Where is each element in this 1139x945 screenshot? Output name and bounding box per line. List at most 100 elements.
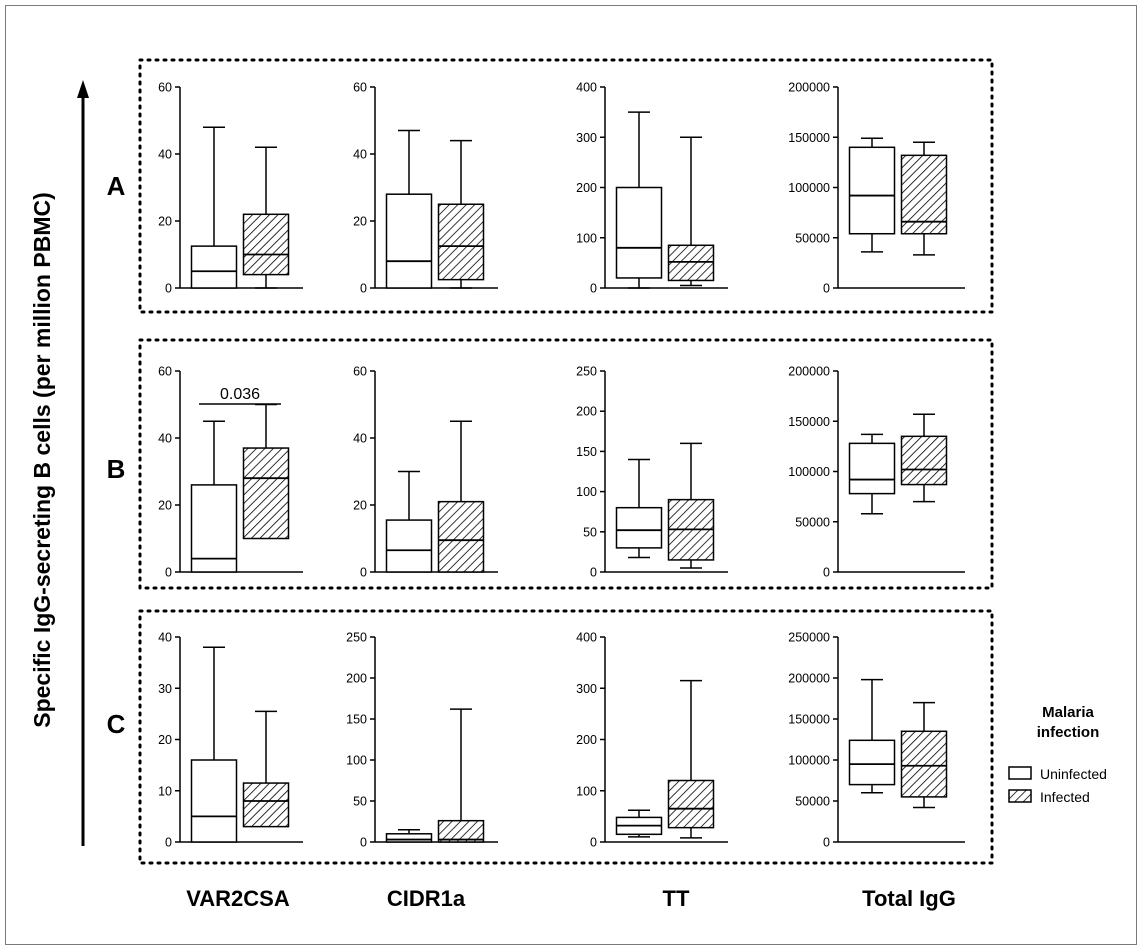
box-panels: 0204060020406001002003004000500001000001… bbox=[158, 81, 965, 850]
y-tick-label: 200000 bbox=[788, 81, 830, 95]
y-tick-label: 300 bbox=[576, 682, 597, 696]
y-tick-label: 30 bbox=[158, 682, 172, 696]
y-tick-label: 0 bbox=[360, 836, 367, 850]
y-tick-label: 0 bbox=[165, 566, 172, 580]
y-tick-label: 50000 bbox=[795, 515, 830, 529]
box-infected bbox=[667, 779, 715, 829]
y-tick-label: 40 bbox=[353, 148, 367, 162]
y-tick-label: 0 bbox=[823, 282, 830, 296]
y-tick-label: 100000 bbox=[788, 754, 830, 768]
y-tick-label: 100 bbox=[576, 485, 597, 499]
y-tick-label: 250000 bbox=[788, 631, 830, 645]
y-tick-label: 40 bbox=[353, 432, 367, 446]
y-tick-label: 150 bbox=[576, 445, 597, 459]
box-uninfected bbox=[848, 442, 896, 495]
column-label-tt: TT bbox=[663, 886, 690, 911]
y-tick-label: 60 bbox=[158, 81, 172, 95]
y-tick-label: 20 bbox=[353, 215, 367, 229]
y-tick-label: 0 bbox=[590, 282, 597, 296]
panel-b-var2csa: 0 20 40 60 0.036 bbox=[158, 365, 303, 580]
box-infected bbox=[242, 782, 290, 828]
legend-swatch-uninfected bbox=[1008, 766, 1032, 780]
y-tick-label: 200000 bbox=[788, 365, 830, 379]
panel-a-total-igg: 0 50000 100000 150000 200000 bbox=[788, 81, 965, 296]
y-tick-label: 10 bbox=[158, 784, 172, 798]
box-uninfected bbox=[190, 484, 238, 573]
box-uninfected bbox=[615, 506, 663, 549]
y-tick-label: 0 bbox=[360, 566, 367, 580]
panel-a-var2csa: 0 20 40 60 bbox=[158, 81, 303, 296]
legend-swatch-infected bbox=[1008, 789, 1032, 803]
panel-c-total-igg: 0 50000 100000 150000 200000 250000 bbox=[788, 631, 965, 850]
box-uninfected bbox=[385, 193, 433, 289]
y-tick-label: 400 bbox=[576, 631, 597, 645]
y-arrow-head bbox=[77, 80, 89, 98]
y-tick-label: 150000 bbox=[788, 713, 830, 727]
box-infected bbox=[900, 730, 948, 798]
y-tick-label: 150 bbox=[346, 713, 367, 727]
y-tick-label: 100 bbox=[576, 784, 597, 798]
column-label-var2csa: VAR2CSA bbox=[186, 886, 290, 911]
y-tick-label: 250 bbox=[346, 631, 367, 645]
box-infected bbox=[900, 154, 948, 235]
row-label-a: A bbox=[107, 171, 126, 201]
panel-border-c bbox=[138, 609, 994, 865]
y-tick-label: 50000 bbox=[795, 795, 830, 809]
y-tick-label: 0 bbox=[165, 836, 172, 850]
panel-c-tt: 0 100 200 300 400 bbox=[576, 631, 728, 850]
y-tick-label: 50 bbox=[583, 525, 597, 539]
box-uninfected bbox=[385, 833, 433, 843]
y-tick-label: 40 bbox=[158, 432, 172, 446]
y-tick-label: 60 bbox=[353, 81, 367, 95]
column-label-cidr1a: CIDR1a bbox=[387, 886, 466, 911]
y-tick-label: 100000 bbox=[788, 465, 830, 479]
boxplot-figure: Specific IgG-secreting B cells (per mill… bbox=[29, 58, 1107, 911]
y-tick-label: 60 bbox=[158, 365, 172, 379]
y-tick-label: 40 bbox=[158, 148, 172, 162]
legend-title-line2: infection bbox=[1037, 724, 1100, 741]
y-tick-label: 100000 bbox=[788, 181, 830, 195]
y-tick-label: 20 bbox=[353, 499, 367, 513]
row-label-c: C bbox=[107, 709, 126, 739]
y-tick-label: 200 bbox=[576, 181, 597, 195]
y-tick-label: 200 bbox=[576, 405, 597, 419]
box-infected bbox=[437, 500, 485, 573]
y-tick-label: 40 bbox=[158, 631, 172, 645]
y-tick-label: 200000 bbox=[788, 672, 830, 686]
panel-border-a bbox=[138, 58, 994, 314]
panel-border-b bbox=[138, 338, 994, 590]
y-tick-label: 200 bbox=[576, 733, 597, 747]
legend-title-line1: Malaria bbox=[1042, 704, 1094, 721]
panel-c-cidr1a: 0 50 100 150 200 250 bbox=[346, 631, 498, 850]
y-tick-label: 20 bbox=[158, 215, 172, 229]
y-tick-label: 0 bbox=[165, 282, 172, 296]
column-label-total-igg: Total IgG bbox=[862, 886, 956, 911]
y-tick-label: 250 bbox=[576, 365, 597, 379]
y-tick-label: 0 bbox=[590, 836, 597, 850]
y-axis-label: Specific IgG-secreting B cells (per mill… bbox=[29, 192, 55, 728]
panel-a-tt: 0 100 200 300 400 bbox=[576, 81, 728, 296]
figure-root: Specific IgG-secreting B cells (per mill… bbox=[5, 5, 1137, 945]
y-tick-label: 200 bbox=[346, 672, 367, 686]
panel-b-tt: 0 50 100 150 200 250 bbox=[576, 365, 728, 580]
y-tick-label: 0 bbox=[823, 836, 830, 850]
panel-b-cidr1a: 0 20 40 60 bbox=[353, 365, 498, 580]
box-infected bbox=[242, 213, 290, 276]
panel-c-var2csa: 0 10 20 30 40 bbox=[158, 631, 303, 850]
box-infected bbox=[437, 819, 485, 843]
row-label-b: B bbox=[107, 454, 126, 484]
box-uninfected bbox=[385, 519, 433, 573]
legend: Malaria infection Uninfected Infected bbox=[1008, 704, 1107, 805]
y-tick-label: 150000 bbox=[788, 131, 830, 145]
y-tick-label: 400 bbox=[576, 81, 597, 95]
box-infected bbox=[437, 203, 485, 281]
y-tick-label: 60 bbox=[353, 365, 367, 379]
panel-a-cidr1a: 0 20 40 60 bbox=[353, 81, 498, 296]
significance-p-value: 0.036 bbox=[220, 386, 260, 403]
legend-label-uninfected: Uninfected bbox=[1040, 766, 1107, 782]
legend-label-infected: Infected bbox=[1040, 789, 1090, 805]
box-infected bbox=[900, 435, 948, 486]
y-tick-label: 0 bbox=[823, 566, 830, 580]
y-tick-label: 100 bbox=[576, 231, 597, 245]
y-tick-label: 50000 bbox=[795, 231, 830, 245]
